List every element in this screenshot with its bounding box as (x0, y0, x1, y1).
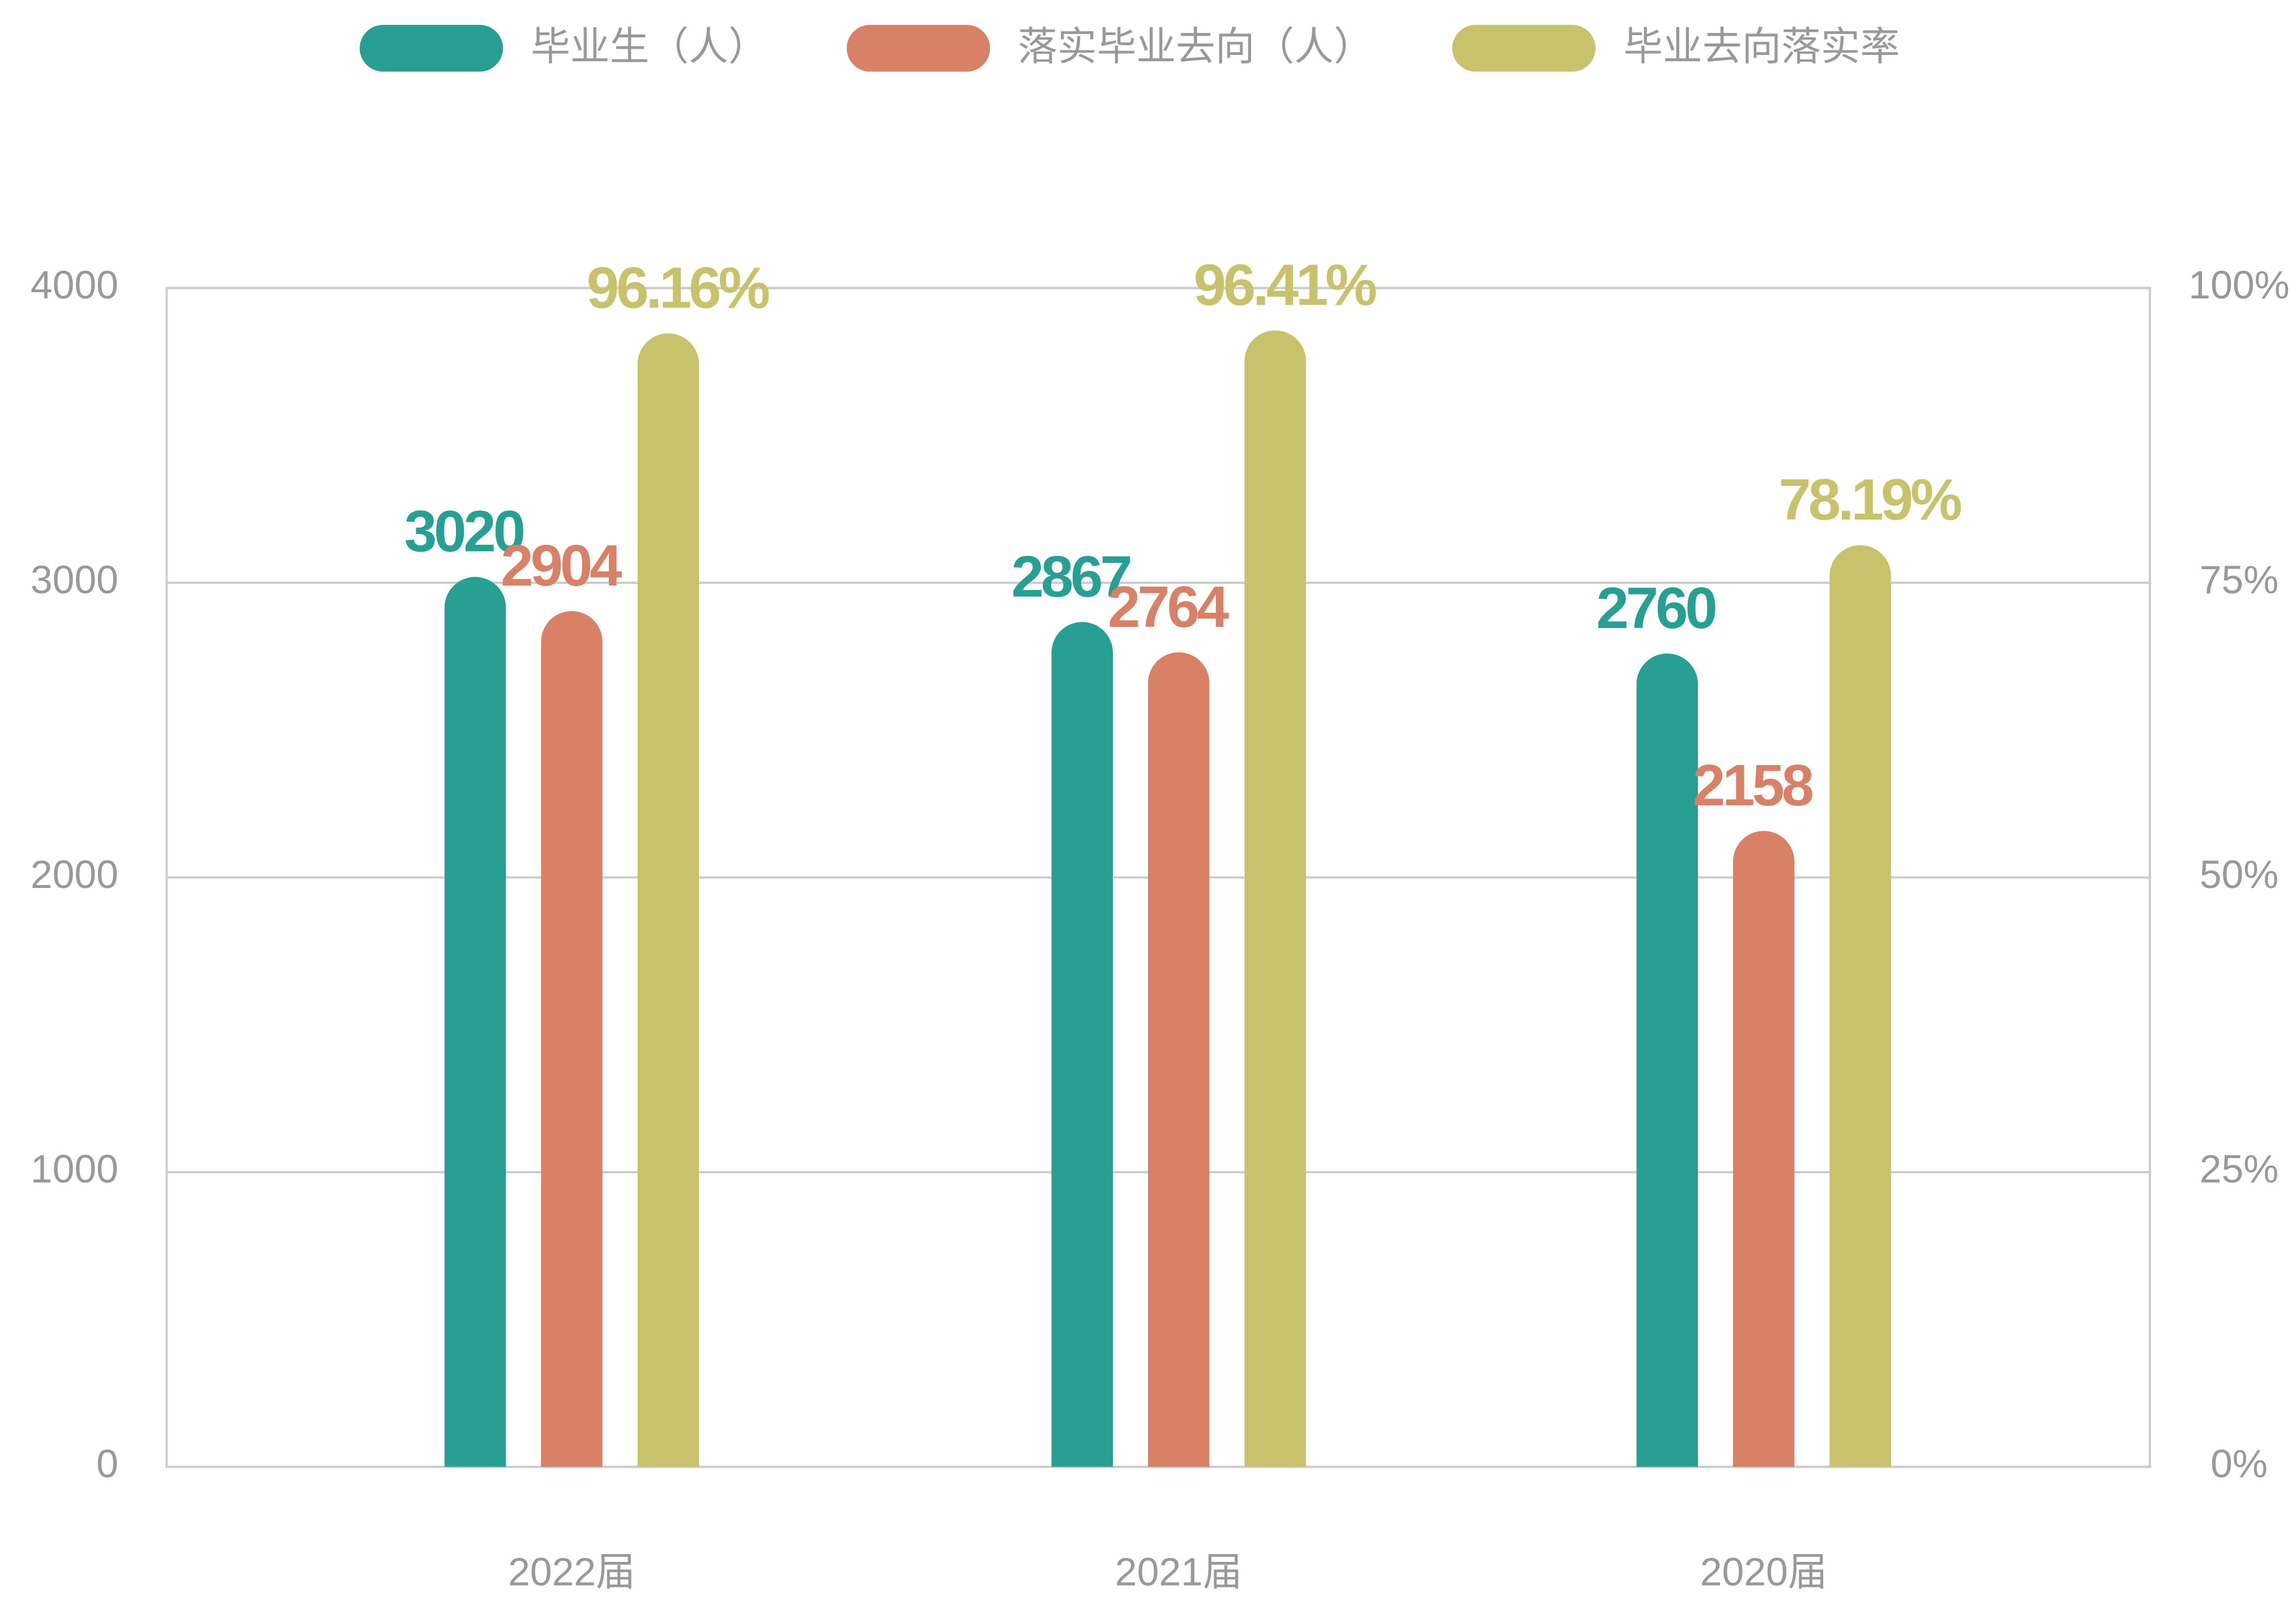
data-label: 78.19% (1778, 467, 1961, 532)
data-label: 2764 (1108, 574, 1229, 639)
data-label: 2867 (1012, 543, 1130, 609)
legend-label: 毕业生（人） (531, 24, 767, 69)
y2-tick-label: 0% (2210, 1442, 2268, 1486)
y-tick-label: 1000 (31, 1147, 118, 1191)
bar (637, 333, 699, 1467)
legend-label: 落实毕业去向（人） (1018, 24, 1373, 69)
data-label: 2158 (1693, 752, 1813, 818)
data-label: 96.41% (1194, 251, 1377, 317)
bar (541, 611, 603, 1467)
bar (1148, 652, 1210, 1467)
y2-tick-label: 25% (2200, 1147, 2279, 1191)
data-label: 96.16% (587, 255, 770, 321)
bar (1636, 653, 1698, 1467)
legend-swatch (847, 24, 991, 72)
bar (1244, 330, 1306, 1467)
bar (1829, 545, 1891, 1467)
x-tick-label: 2020届 (1700, 1550, 1828, 1594)
y2-tick-label: 50% (2200, 852, 2279, 896)
data-label: 2904 (501, 532, 622, 598)
y-tick-label: 4000 (31, 263, 118, 307)
data-label: 2760 (1597, 575, 1716, 640)
y-tick-label: 3000 (31, 558, 118, 602)
data-label: 3020 (404, 498, 524, 564)
legend-swatch (1452, 24, 1596, 72)
bar (444, 577, 506, 1467)
y2-tick-label: 100% (2188, 263, 2289, 307)
y-tick-label: 0 (96, 1442, 118, 1486)
bar (1051, 622, 1113, 1467)
x-tick-label: 2022届 (508, 1550, 635, 1594)
y2-tick-label: 75% (2200, 558, 2279, 602)
legend-label: 毕业去向落实率 (1623, 24, 1900, 69)
bar (1732, 831, 1795, 1467)
x-tick-label: 2021届 (1115, 1550, 1243, 1594)
y-tick-label: 2000 (31, 852, 118, 896)
legend-swatch (360, 24, 503, 72)
